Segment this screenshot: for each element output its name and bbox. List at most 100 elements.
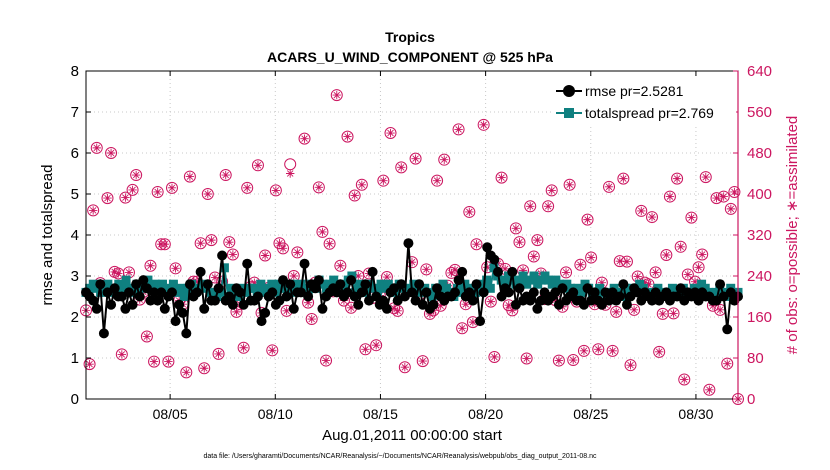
y-tick-label-right: 320 <box>747 227 772 244</box>
obs-possible-marker <box>470 238 483 251</box>
obs-assimilated-marker <box>615 256 624 266</box>
obs-assimilated-marker <box>332 90 341 100</box>
obs-possible-marker <box>721 357 734 370</box>
obs-assimilated-marker <box>515 237 524 247</box>
obs-assimilated-marker <box>626 360 635 370</box>
obs-possible-marker <box>431 174 444 187</box>
obs-possible-marker <box>359 343 372 356</box>
rmse-point <box>288 303 299 314</box>
rmse-point <box>174 299 185 310</box>
rmse-point <box>403 238 414 249</box>
rmse-point <box>367 266 378 277</box>
chart-title: Tropics <box>385 29 435 45</box>
totalspread-point <box>219 263 229 273</box>
legend-totalspread-label: totalspread pr=2.769 <box>585 105 714 121</box>
obs-assimilated-marker <box>547 186 556 195</box>
obs-assimilated-marker <box>389 304 399 313</box>
obs-possible-marker <box>237 341 250 354</box>
totalspread-point <box>667 283 677 293</box>
obs-assimilated-marker <box>210 273 220 282</box>
rmse-point <box>353 299 364 310</box>
obs-assimilated-marker <box>723 359 732 368</box>
obs-assimilated-marker <box>719 192 728 201</box>
obs-possible-marker <box>212 347 225 360</box>
obs-assimilated-marker <box>203 189 213 199</box>
legend-totalspread-marker <box>564 108 574 118</box>
obs-assimilated-marker <box>343 132 352 141</box>
rmse-point <box>621 299 632 310</box>
rmse-point <box>242 258 253 269</box>
rmse-point <box>152 295 163 306</box>
obs-possible-marker <box>395 161 408 174</box>
rmse-point <box>589 287 600 298</box>
x-tick-label: 08/25 <box>573 406 608 422</box>
rmse-point <box>557 283 568 294</box>
obs-assimilated-marker <box>551 295 560 305</box>
obs-assimilated-marker <box>282 306 291 316</box>
y-tick-label-left: 8 <box>71 63 79 80</box>
obs-assimilated-marker <box>314 183 324 192</box>
obs-assimilated-marker <box>400 363 410 372</box>
chart-subtitle: ACARS_U_WIND_COMPONENT @ 525 hPa <box>267 49 553 65</box>
obs-assimilated-marker <box>676 242 685 251</box>
obs-possible-marker <box>409 152 422 165</box>
obs-assimilated-marker <box>303 298 313 307</box>
rmse-point <box>514 283 525 294</box>
y-tick-label-left: 3 <box>71 268 79 285</box>
obs-assimilated-marker <box>576 260 585 269</box>
y-tick-label-left: 6 <box>71 145 79 162</box>
obs-assimilated-marker <box>637 206 646 216</box>
obs-possible-marker <box>420 263 433 276</box>
y-tick-label-left: 4 <box>71 227 79 244</box>
totalspread-point <box>285 287 295 297</box>
obs-assimilated-marker <box>253 161 263 170</box>
obs-possible-marker <box>115 348 128 361</box>
x-tick-label: 08/15 <box>363 406 398 422</box>
obs-possible-marker <box>83 358 96 371</box>
obs-assimilated-marker <box>418 356 427 366</box>
rmse-point <box>722 324 733 335</box>
obs-assimilated-marker <box>232 307 241 317</box>
rmse-point <box>285 279 296 290</box>
obs-assimilated-marker <box>518 266 528 275</box>
obs-possible-marker <box>635 204 648 217</box>
obs-assimilated-marker <box>411 154 420 163</box>
rmse-point <box>281 291 292 302</box>
obs-possible-marker <box>126 183 139 196</box>
rmse-point <box>181 328 192 339</box>
x-tick-label: 08/20 <box>468 406 503 422</box>
rmse-point <box>159 303 170 314</box>
obs-possible-marker <box>724 202 737 215</box>
obs-possible-marker <box>696 248 709 261</box>
obs-assimilated-marker <box>185 172 195 181</box>
obs-possible-marker <box>355 178 368 191</box>
rmse-point <box>525 295 536 306</box>
obs-possible-marker <box>660 248 673 261</box>
obs-possible-marker <box>316 225 329 238</box>
obs-assimilated-marker <box>447 268 456 278</box>
obs-possible-marker <box>377 174 390 187</box>
y-tick-label-right: 480 <box>747 145 772 162</box>
y-tick-label-right: 560 <box>747 104 772 121</box>
obs-assimilated-marker <box>569 355 578 365</box>
obs-assimilated-marker <box>361 345 370 354</box>
obs-possible-marker <box>653 345 666 358</box>
obs-assimilated-marker <box>608 346 617 356</box>
obs-possible-marker <box>341 130 354 143</box>
obs-possible-marker <box>563 178 576 191</box>
obs-assimilated-marker <box>472 240 481 249</box>
obs-possible-marker <box>520 352 533 365</box>
obs-possible-marker <box>646 211 659 224</box>
obs-assimilated-marker <box>278 244 288 253</box>
obs-assimilated-marker <box>611 307 621 317</box>
obs-assimilated-marker <box>529 252 539 261</box>
rmse-point <box>449 287 460 298</box>
rmse-point <box>381 303 392 314</box>
obs-assimilated-marker <box>490 352 499 362</box>
rmse-point <box>138 275 149 286</box>
obs-possible-marker <box>320 354 333 367</box>
rmse-point <box>690 287 701 298</box>
obs-possible-marker <box>699 171 712 184</box>
rmse-point <box>475 316 486 327</box>
